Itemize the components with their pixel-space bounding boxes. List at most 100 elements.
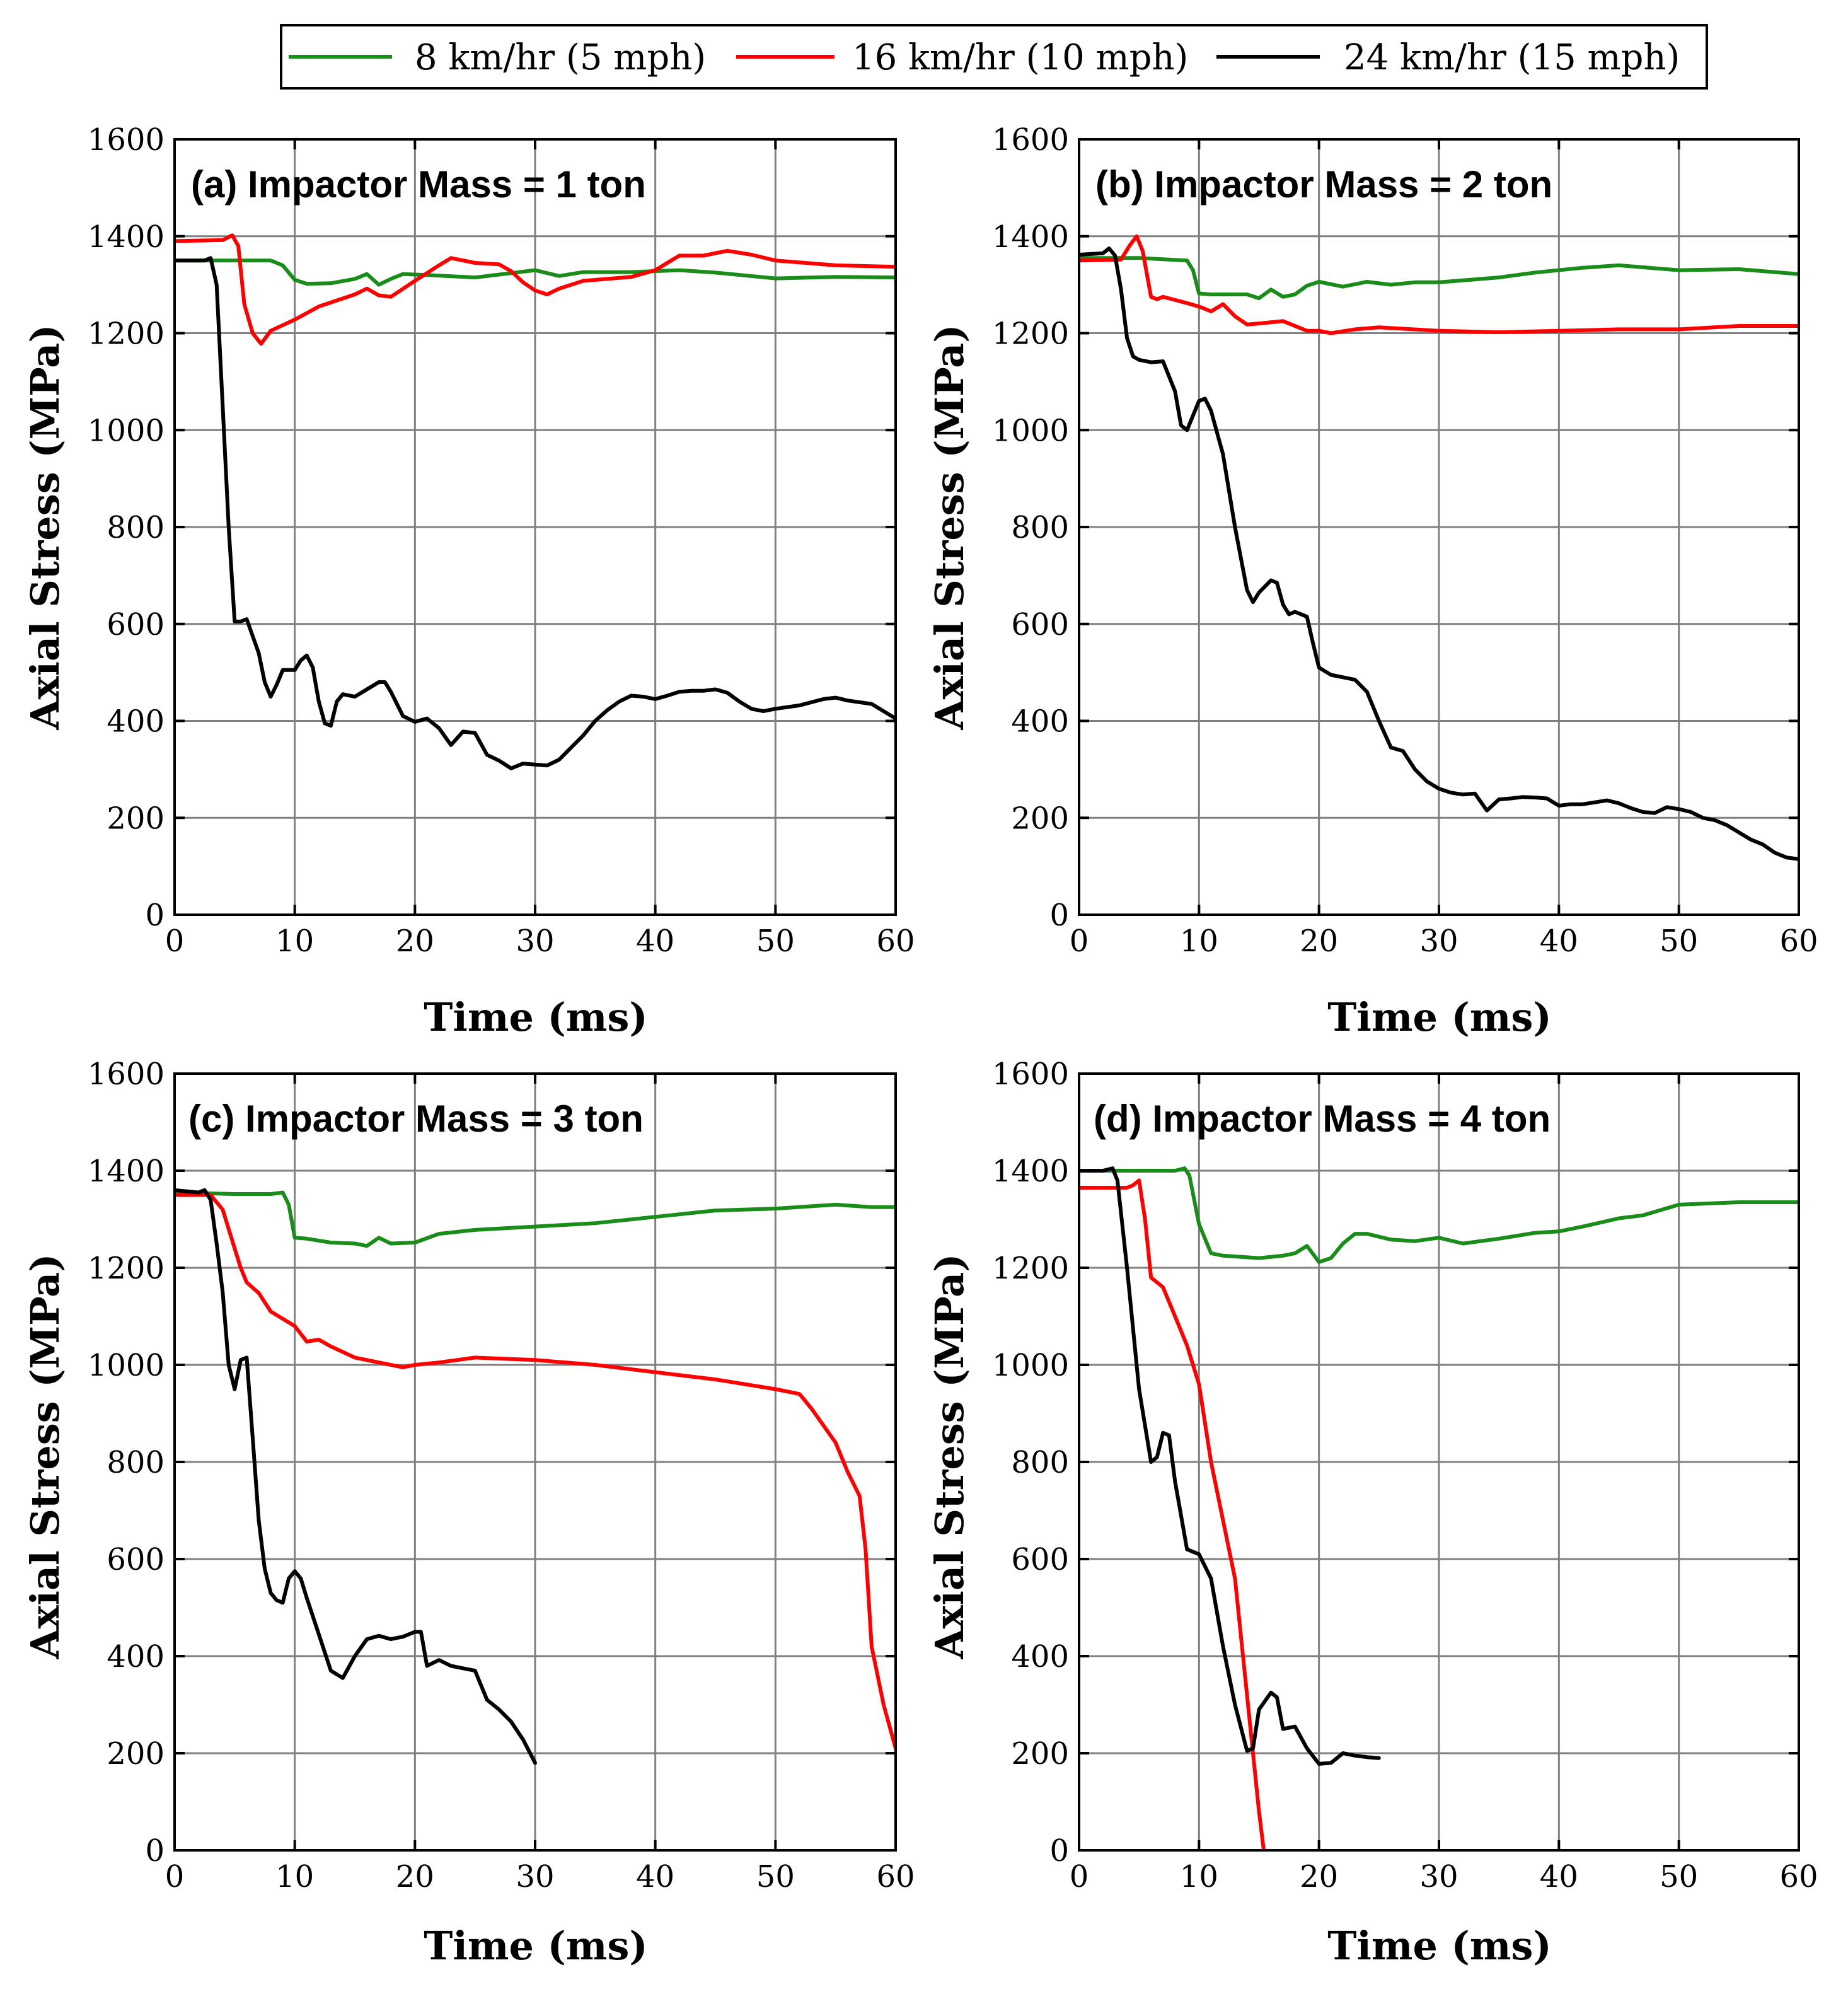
series-line-24kmh bbox=[175, 1188, 537, 1765]
y-tick-label: 800 bbox=[107, 1445, 165, 1480]
y-tick-label: 400 bbox=[107, 704, 165, 739]
series-group bbox=[175, 233, 896, 770]
x-tick-label: 20 bbox=[396, 924, 434, 959]
x-tick-label: 30 bbox=[516, 924, 554, 959]
y-axis-title: Axial Stress (MPa) bbox=[927, 324, 973, 730]
x-tick-label: 20 bbox=[1300, 1859, 1338, 1894]
panel-title: (b) Impactor Mass = 2 ton bbox=[1095, 163, 1552, 206]
panel-d: 0 10 20 30 40 50 60020040060080010001200140016… bbox=[927, 1057, 1818, 1969]
series-line-16kmh bbox=[175, 233, 896, 346]
x-tick-label: 40 bbox=[1540, 1859, 1578, 1894]
panel-c: 0 10 20 30 40 50 60020040060080010001200140016… bbox=[22, 1057, 915, 1969]
y-tick-label: 1200 bbox=[88, 316, 165, 352]
y-tick-label: 1400 bbox=[88, 219, 165, 255]
y-tick-label: 1400 bbox=[88, 1154, 165, 1189]
x-tick-label: 50 bbox=[756, 924, 795, 959]
series-line-24kmh bbox=[1079, 246, 1799, 861]
y-tick-label: 600 bbox=[107, 607, 165, 642]
x-tick-label: 0 bbox=[1070, 924, 1089, 959]
legend-label-16kmh: 16 km/hr (10 mph) bbox=[852, 37, 1188, 78]
y-tick-label: 0 bbox=[145, 1833, 165, 1869]
plot-area: 0 10 20 30 40 50 60020040060080010001200140016… bbox=[992, 1057, 1818, 1894]
x-tick-label: 10 bbox=[1180, 1859, 1218, 1894]
panel-title: (d) Impactor Mass = 4 ton bbox=[1094, 1098, 1551, 1140]
x-tick-label: 60 bbox=[876, 924, 915, 959]
series-line-8kmh bbox=[1079, 256, 1799, 301]
y-tick-label: 0 bbox=[145, 898, 165, 933]
y-tick-label: 1600 bbox=[992, 122, 1069, 158]
x-axis-title: Time (ms) bbox=[424, 1923, 648, 1969]
x-tick-label: 50 bbox=[1660, 924, 1698, 959]
x-tick-label: 10 bbox=[275, 1859, 314, 1894]
x-tick-label: 10 bbox=[275, 924, 314, 959]
legend: 8 km/hr (5 mph) 16 km/hr (10 mph) 24 km/… bbox=[280, 24, 1708, 90]
plot-area: 0 10 20 30 40 50 60020040060080010001200140016… bbox=[992, 122, 1818, 959]
y-tick-label: 1600 bbox=[88, 122, 165, 158]
y-tick-label: 1000 bbox=[88, 413, 165, 448]
y-tick-label: 800 bbox=[1011, 1445, 1069, 1480]
y-tick-label: 200 bbox=[1011, 801, 1069, 836]
x-tick-label: 0 bbox=[1070, 1859, 1089, 1894]
y-tick-label: 400 bbox=[107, 1639, 165, 1674]
y-tick-label: 400 bbox=[1011, 1639, 1069, 1674]
series-line-8kmh bbox=[175, 258, 896, 287]
legend-box bbox=[280, 24, 1708, 90]
series-group bbox=[1079, 1166, 1799, 1850]
x-axis-title: Time (ms) bbox=[1327, 994, 1552, 1040]
y-tick-label: 200 bbox=[1011, 1736, 1069, 1772]
series-line-24kmh bbox=[1079, 1166, 1381, 1766]
y-tick-label: 800 bbox=[1011, 510, 1069, 545]
x-tick-label: 30 bbox=[1419, 1859, 1458, 1894]
y-tick-label: 1600 bbox=[992, 1057, 1069, 1092]
series-line-8kmh bbox=[175, 1190, 896, 1248]
y-tick-label: 200 bbox=[107, 1736, 165, 1772]
x-tick-label: 40 bbox=[636, 1859, 674, 1894]
x-tick-label: 0 bbox=[165, 924, 185, 959]
legend-label-24kmh: 24 km/hr (15 mph) bbox=[1344, 37, 1680, 78]
series-line-16kmh bbox=[1079, 234, 1799, 335]
x-tick-label: 20 bbox=[1300, 924, 1338, 959]
panel-title: (c) Impactor Mass = 3 ton bbox=[188, 1098, 644, 1140]
legend-label-8kmh: 8 km/hr (5 mph) bbox=[415, 37, 706, 78]
y-tick-label: 1600 bbox=[88, 1057, 165, 1092]
x-tick-label: 10 bbox=[1180, 924, 1218, 959]
series-group bbox=[1079, 234, 1799, 861]
y-axis-title: Axial Stress (MPa) bbox=[22, 1253, 68, 1659]
x-tick-label: 20 bbox=[396, 1859, 434, 1894]
y-tick-label: 1000 bbox=[992, 413, 1069, 448]
y-tick-label: 0 bbox=[1049, 1833, 1069, 1869]
x-tick-label: 30 bbox=[1419, 924, 1458, 959]
y-tick-label: 1400 bbox=[992, 219, 1069, 255]
y-tick-label: 1000 bbox=[88, 1348, 165, 1383]
series-line-8kmh bbox=[1079, 1166, 1799, 1264]
y-axis-title: Axial Stress (MPa) bbox=[927, 1253, 973, 1659]
x-axis-title: Time (ms) bbox=[1327, 1923, 1552, 1969]
x-axis-title: Time (ms) bbox=[424, 994, 648, 1040]
series-line-16kmh bbox=[175, 1193, 896, 1751]
panel-b: 0 10 20 30 40 50 60020040060080010001200140016… bbox=[927, 122, 1818, 1040]
y-tick-label: 1400 bbox=[992, 1154, 1069, 1189]
y-tick-label: 1000 bbox=[992, 1348, 1069, 1383]
series-group bbox=[175, 1188, 896, 1765]
y-tick-label: 0 bbox=[1049, 898, 1069, 933]
x-tick-label: 0 bbox=[165, 1859, 185, 1894]
y-tick-label: 1200 bbox=[88, 1251, 165, 1286]
x-tick-label: 60 bbox=[1779, 1859, 1818, 1894]
y-tick-label: 800 bbox=[107, 510, 165, 545]
y-tick-label: 600 bbox=[1011, 1542, 1069, 1577]
plot-area: 0 10 20 30 40 50 60020040060080010001200140016… bbox=[88, 1057, 915, 1894]
x-tick-label: 40 bbox=[1540, 924, 1578, 959]
y-tick-label: 1200 bbox=[992, 1251, 1069, 1286]
panel-title: (a) Impactor Mass = 1 ton bbox=[191, 163, 646, 206]
y-tick-label: 600 bbox=[107, 1542, 165, 1577]
x-tick-label: 60 bbox=[1779, 924, 1818, 959]
series-line-24kmh bbox=[175, 256, 896, 770]
x-tick-label: 30 bbox=[516, 1859, 554, 1894]
plot-area: 0 10 20 30 40 50 60020040060080010001200140016… bbox=[88, 122, 915, 959]
y-tick-label: 400 bbox=[1011, 704, 1069, 739]
y-tick-label: 600 bbox=[1011, 607, 1069, 642]
x-tick-label: 50 bbox=[756, 1859, 795, 1894]
y-axis-title: Axial Stress (MPa) bbox=[22, 324, 68, 730]
x-tick-label: 50 bbox=[1660, 1859, 1698, 1894]
